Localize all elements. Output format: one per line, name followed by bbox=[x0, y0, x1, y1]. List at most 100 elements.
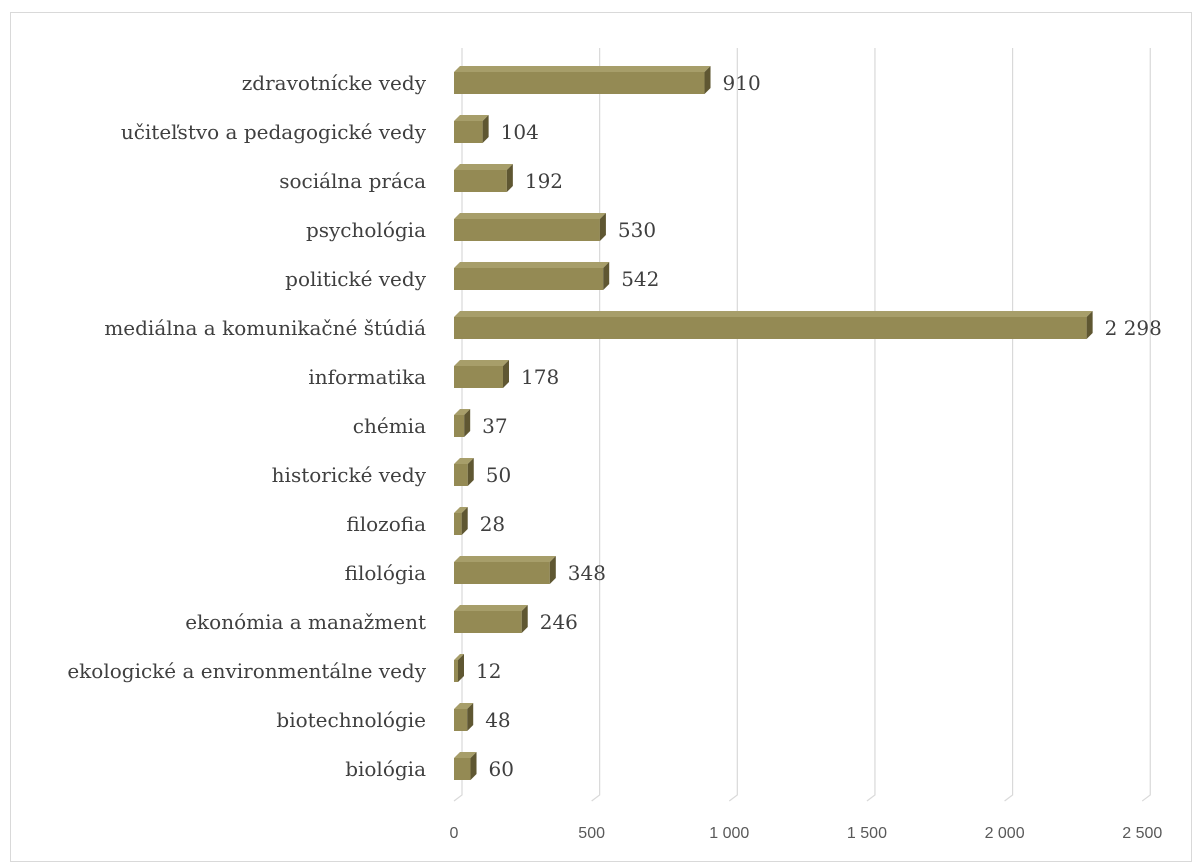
category-label: zdravotnícke vedy bbox=[242, 71, 427, 95]
value-label: 2 298 bbox=[1105, 316, 1162, 340]
category-label: biotechnológie bbox=[276, 708, 426, 732]
gridline bbox=[866, 48, 876, 802]
value-label: 37 bbox=[482, 414, 507, 438]
category-label: biológia bbox=[345, 757, 426, 781]
category-label: filológia bbox=[345, 561, 426, 585]
bar bbox=[454, 507, 468, 535]
value-label: 104 bbox=[501, 120, 539, 144]
value-label: 178 bbox=[521, 365, 559, 389]
bar-front-face bbox=[454, 660, 458, 682]
bar-side-face bbox=[482, 115, 489, 143]
x-tick-label: 0 bbox=[450, 825, 459, 842]
bar-top-face bbox=[454, 605, 528, 611]
chart-frame bbox=[10, 12, 1192, 862]
bar-side-face bbox=[458, 654, 464, 682]
bar-top-face bbox=[454, 360, 510, 366]
bar bbox=[454, 213, 606, 241]
bar bbox=[454, 556, 556, 584]
bar-side-face bbox=[467, 458, 474, 486]
bar bbox=[454, 164, 513, 192]
bar-front-face bbox=[454, 758, 471, 780]
bar bbox=[454, 115, 489, 143]
bar bbox=[454, 66, 711, 94]
x-tick-label: 500 bbox=[578, 825, 605, 842]
x-tick-label: 2 500 bbox=[1122, 825, 1162, 842]
bars bbox=[454, 66, 1093, 780]
bar-top-face bbox=[454, 213, 606, 219]
bar-top-face bbox=[454, 115, 489, 121]
bar-top-face bbox=[454, 752, 477, 758]
bar-side-face bbox=[503, 360, 510, 388]
value-label: 910 bbox=[723, 71, 761, 95]
bar-top-face bbox=[454, 262, 610, 268]
bar-side-face bbox=[470, 752, 477, 780]
bar-front-face bbox=[454, 709, 468, 731]
bar-side-face bbox=[464, 409, 471, 437]
bar-top-face bbox=[454, 409, 471, 415]
gridline bbox=[1004, 48, 1014, 802]
bar-side-face bbox=[1086, 311, 1093, 339]
category-labels: zdravotnícke vedy učiteľstvo a pedagogick… bbox=[67, 71, 426, 781]
gridline bbox=[591, 48, 601, 802]
category-label: učiteľstvo a pedagogické vedy bbox=[121, 120, 427, 144]
bar-side-face bbox=[603, 262, 610, 290]
category-label: sociálna práca bbox=[279, 169, 426, 193]
bar-side-face bbox=[467, 703, 474, 731]
category-label: filozofia bbox=[346, 512, 426, 536]
value-label: 542 bbox=[621, 267, 659, 291]
bar-front-face bbox=[454, 562, 550, 584]
bar bbox=[454, 605, 528, 633]
bar-side-face bbox=[521, 605, 528, 633]
bar bbox=[454, 654, 464, 682]
bar-front-face bbox=[454, 72, 705, 94]
bar-front-face bbox=[454, 513, 462, 535]
bar-front-face bbox=[454, 464, 468, 486]
value-label: 12 bbox=[476, 659, 501, 683]
category-label: mediálna a komunikačné štúdiá bbox=[104, 316, 426, 340]
gridline bbox=[728, 48, 738, 802]
bar-front-face bbox=[454, 219, 600, 241]
bar bbox=[454, 752, 477, 780]
category-label: politické vedy bbox=[285, 267, 427, 291]
value-label: 60 bbox=[489, 757, 514, 781]
value-label: 530 bbox=[618, 218, 656, 242]
bar-side-face bbox=[599, 213, 606, 241]
value-labels: 910 104 192 530 542 2 298 178 37 50 28 348 246 12 48 6… bbox=[476, 71, 1162, 781]
bar-top-face bbox=[454, 164, 513, 170]
bar-top-face bbox=[454, 703, 474, 709]
bar bbox=[454, 311, 1093, 339]
bar bbox=[454, 409, 471, 437]
value-label: 50 bbox=[486, 463, 511, 487]
bar-top-face bbox=[454, 556, 556, 562]
bar-front-face bbox=[454, 366, 504, 388]
x-tick-label: 1 500 bbox=[847, 825, 887, 842]
value-label: 28 bbox=[480, 512, 505, 536]
x-axis-ticks: 0 500 1 000 1 500 2 000 2 500 bbox=[450, 825, 1163, 842]
bar-top-face bbox=[454, 66, 711, 72]
gridline bbox=[1141, 48, 1151, 802]
bar-front-face bbox=[454, 317, 1087, 339]
bar bbox=[454, 360, 510, 388]
value-label: 348 bbox=[568, 561, 606, 585]
bar-top-face bbox=[454, 458, 474, 464]
value-label: 48 bbox=[485, 708, 510, 732]
category-label: informatika bbox=[308, 365, 426, 389]
category-label: psychológia bbox=[306, 218, 426, 242]
value-label: 246 bbox=[540, 610, 578, 634]
bar-front-face bbox=[454, 268, 604, 290]
bar-front-face bbox=[454, 121, 483, 143]
bar-front-face bbox=[454, 611, 522, 633]
bar-side-face bbox=[549, 556, 556, 584]
bar-top-face bbox=[454, 507, 468, 513]
bar bbox=[454, 458, 474, 486]
bar-side-face bbox=[506, 164, 513, 192]
bar bbox=[454, 262, 610, 290]
gridline bbox=[453, 48, 463, 802]
gridlines bbox=[453, 48, 1151, 802]
x-tick-label: 1 000 bbox=[709, 825, 749, 842]
category-label: chémia bbox=[353, 414, 426, 438]
bar-front-face bbox=[454, 170, 507, 192]
bar bbox=[454, 703, 474, 731]
x-tick-label: 2 000 bbox=[985, 825, 1025, 842]
